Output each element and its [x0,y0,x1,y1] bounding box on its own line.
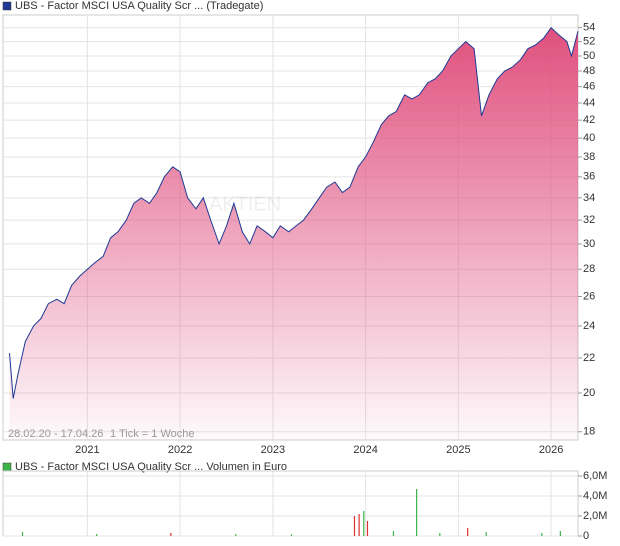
y-tick-label: 22 [583,352,595,364]
y-tick-label: 48 [583,65,595,77]
y-tick-label: 50 [583,50,595,62]
y-tick-label: 26 [583,290,595,302]
y-tick-label: 2,0M [583,510,607,522]
legend-label: UBS - Factor MSCI USA Quality Scr ... Vo… [15,461,287,473]
bar [541,533,543,536]
bar [485,532,487,536]
y-tick-label: 54 [583,22,595,34]
y-tick-label: 24 [583,320,595,332]
line [9,26,579,399]
period-label: 28.02.20 - 17.04.26 [8,428,103,440]
x-tick-label: 2024 [353,444,377,456]
x-tick-label: 2025 [446,444,470,456]
bar [170,533,172,536]
y-tick-label: 6,0M [583,470,607,482]
y-tick-label: 52 [583,36,595,48]
y-tick-label: 42 [583,114,595,126]
legend-label: UBS - Factor MSCI USA Quality Scr ... (T… [15,0,263,12]
bar [358,514,360,536]
x-tick-label: 2026 [539,444,563,456]
x-tick-label: 2023 [261,444,285,456]
watermark: AKTIEN [209,193,281,215]
bar [416,489,418,536]
x-tick-label: 2021 [75,444,99,456]
y-tick-label: 28 [583,263,595,275]
bar [366,521,369,536]
y-tick-label: 30 [583,238,595,250]
x-tick-label: 2022 [168,444,192,456]
plot-frame [2,470,579,537]
bar [290,534,293,536]
y-tick-label: 34 [583,192,595,204]
bar [353,516,356,536]
y-tick-label: 36 [583,171,595,183]
bar [559,531,561,536]
bar [96,534,98,536]
y-tick-label: 44 [583,97,595,109]
bar [467,528,469,536]
bar [235,534,237,536]
y-tick-label: 46 [583,81,595,93]
bar [392,531,395,536]
bar [21,532,24,536]
area [9,27,578,440]
y-tick-label: 38 [583,151,595,163]
legend-swatch [2,1,12,11]
y-tick-label: 40 [583,132,595,144]
y-tick-label: 0 [583,530,589,542]
y-tick-label: 20 [583,387,595,399]
bar [439,533,441,536]
legend-swatch [2,462,12,472]
bar [363,511,365,536]
y-tick-label: 18 [583,426,595,438]
tick-note: 1 Tick = 1 Woche [110,428,194,440]
y-tick-label: 32 [583,214,595,226]
y-tick-label: 4,0M [583,490,607,502]
